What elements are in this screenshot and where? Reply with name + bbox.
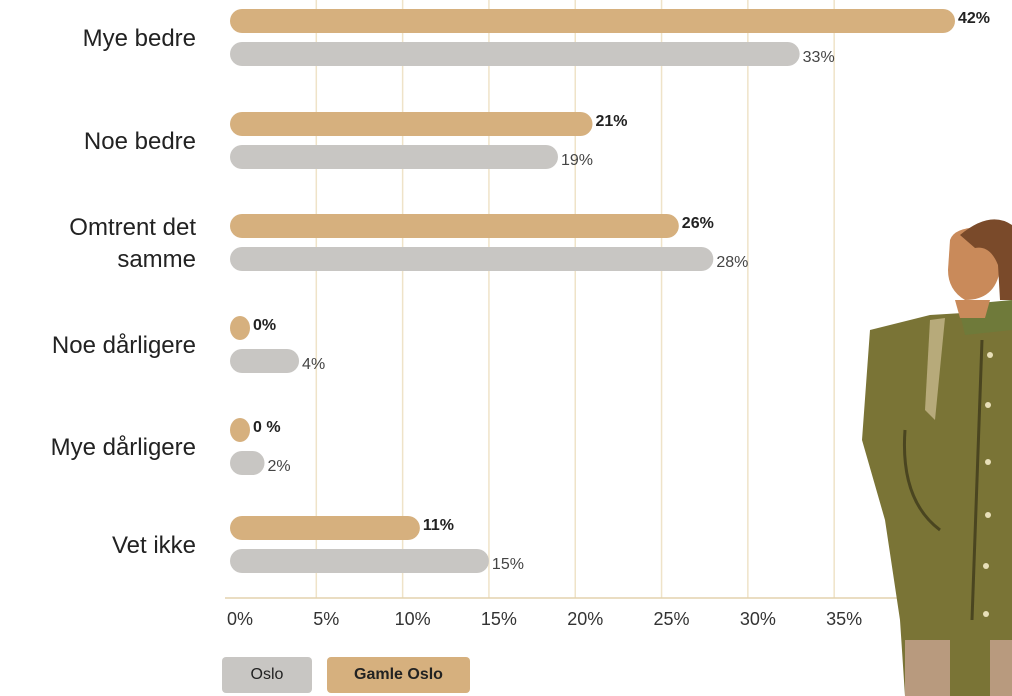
- category-label: Noe bedre: [83, 128, 196, 155]
- bar: [230, 549, 489, 573]
- category-label: Noe dårligere: [51, 332, 196, 359]
- value-label: 19%: [561, 152, 593, 169]
- value-label: 26%: [682, 215, 714, 232]
- bar: [230, 145, 558, 169]
- category-label: Mye bedre: [82, 25, 196, 52]
- category-label: Vet ikke: [111, 532, 196, 559]
- value-label: 21%: [596, 113, 628, 130]
- bar: [230, 214, 679, 238]
- value-label: 33%: [803, 49, 835, 66]
- x-tick-label: 30%: [740, 609, 776, 629]
- illustration: [862, 219, 1012, 696]
- category-label: Mye dårligere: [50, 434, 196, 461]
- bar: [230, 516, 420, 540]
- value-label: 28%: [716, 254, 748, 271]
- bar: [230, 316, 250, 340]
- x-tick-label: 10%: [395, 609, 431, 629]
- value-label: 15%: [492, 556, 524, 573]
- bar: [230, 349, 300, 373]
- x-tick-label: 20%: [567, 609, 603, 629]
- bar: [230, 451, 265, 475]
- bar: [230, 112, 593, 136]
- value-label: 4%: [302, 356, 325, 373]
- x-tick-label: 5%: [313, 609, 339, 629]
- bar: [230, 418, 250, 442]
- value-label: 0%: [253, 317, 276, 334]
- bar: [230, 42, 800, 66]
- legend-item: Oslo: [222, 657, 312, 693]
- value-label: 2%: [268, 458, 291, 475]
- bar: [230, 247, 714, 271]
- value-label: 0 %: [253, 419, 281, 436]
- x-tick-label: 0%: [227, 609, 253, 629]
- x-tick-label: 35%: [826, 609, 862, 629]
- x-tick-label: 25%: [654, 609, 690, 629]
- x-tick-label: 15%: [481, 609, 517, 629]
- category-label: Omtrent det samme: [69, 214, 196, 273]
- bar: [230, 9, 955, 33]
- value-label: 42%: [958, 10, 990, 27]
- legend-item: Gamle Oslo: [327, 657, 470, 693]
- value-label: 11%: [423, 517, 454, 534]
